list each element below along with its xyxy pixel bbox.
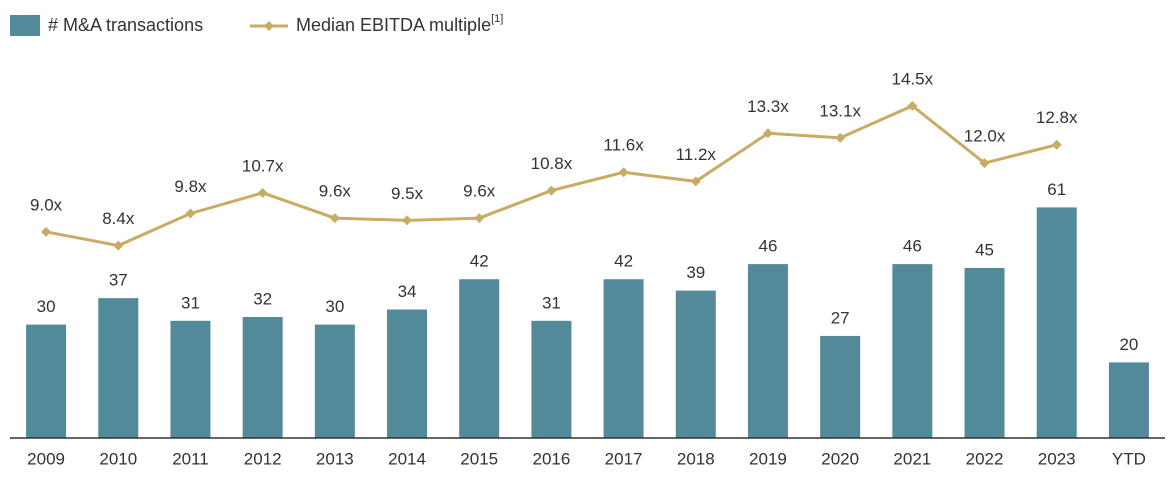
line-value-label: 9.6x bbox=[319, 182, 352, 201]
line-value-label: 11.6x bbox=[603, 136, 644, 155]
x-tick-label: 2010 bbox=[99, 449, 137, 468]
bar-value-label: 42 bbox=[470, 252, 489, 271]
bar-value-label: 42 bbox=[614, 252, 633, 271]
line bbox=[45, 104, 1058, 248]
x-tick-label: 2015 bbox=[460, 449, 498, 468]
line-marker bbox=[113, 240, 124, 251]
bar-value-label: 37 bbox=[109, 271, 128, 290]
bar-value-label: 30 bbox=[325, 297, 344, 316]
bar bbox=[387, 309, 428, 438]
x-tick-label: 2018 bbox=[677, 449, 715, 468]
x-tick-label: 2017 bbox=[605, 449, 643, 468]
bar-value-label: 27 bbox=[831, 308, 850, 327]
bar bbox=[314, 324, 355, 438]
x-tick-label: 2014 bbox=[388, 449, 426, 468]
line-marker bbox=[402, 215, 413, 226]
bar bbox=[964, 267, 1005, 438]
bar-value-label: 45 bbox=[975, 240, 994, 259]
x-tick-label: 2016 bbox=[532, 449, 570, 468]
x-tick-label: 2012 bbox=[244, 449, 282, 468]
bar-value-label: 46 bbox=[903, 237, 922, 256]
bar bbox=[1036, 207, 1077, 438]
bar-value-label: 31 bbox=[181, 293, 200, 312]
x-tick-label: 2011 bbox=[172, 449, 209, 468]
bar-value-label: 30 bbox=[37, 297, 56, 316]
bar bbox=[98, 298, 139, 438]
bar bbox=[242, 317, 283, 438]
x-tick-label: 2023 bbox=[1038, 449, 1076, 468]
line-marker bbox=[329, 213, 340, 224]
line-value-label: 8.4x bbox=[102, 209, 135, 228]
line-value-label: 9.5x bbox=[391, 184, 424, 203]
legend-text: # M&A transactions bbox=[48, 15, 203, 35]
bar-value-label: 39 bbox=[686, 263, 705, 282]
line-marker bbox=[762, 128, 773, 139]
line-marker bbox=[907, 100, 918, 111]
bar-value-label: 32 bbox=[253, 290, 272, 309]
bar-value-label: 20 bbox=[1119, 335, 1138, 354]
bar-value-label: 34 bbox=[398, 282, 417, 301]
line-marker bbox=[1051, 139, 1062, 150]
line-value-label: 9.8x bbox=[174, 177, 207, 196]
bar bbox=[603, 279, 644, 438]
line-marker bbox=[474, 213, 485, 224]
line-marker bbox=[618, 167, 629, 178]
legend-label: Median EBITDA multiple[1] bbox=[296, 13, 503, 35]
x-tick-label: 2020 bbox=[821, 449, 859, 468]
line-value-label: 14.5x bbox=[892, 69, 934, 88]
bar bbox=[892, 264, 933, 438]
line-value-label: 12.8x bbox=[1036, 108, 1078, 127]
line-marker bbox=[690, 176, 701, 187]
bar bbox=[170, 320, 211, 438]
x-tick-label: 2021 bbox=[893, 449, 931, 468]
legend-footnote: [1] bbox=[491, 13, 503, 25]
bar bbox=[1108, 362, 1149, 438]
bar-value-label: 31 bbox=[542, 293, 561, 312]
bar bbox=[26, 324, 67, 438]
line-marker bbox=[835, 132, 846, 143]
line-value-label: 12.0x bbox=[964, 127, 1006, 146]
legend-text: Median EBITDA multiple bbox=[296, 15, 491, 35]
legend-swatch-marker bbox=[264, 21, 274, 31]
x-tick-label: 2009 bbox=[27, 449, 65, 468]
bar bbox=[747, 264, 788, 438]
line-value-label: 9.6x bbox=[463, 182, 496, 201]
line-value-label: 13.1x bbox=[819, 101, 861, 120]
x-tick-label: 2022 bbox=[966, 449, 1004, 468]
bar bbox=[531, 320, 572, 438]
legend-swatch-bar bbox=[10, 15, 40, 36]
line-value-label: 10.8x bbox=[531, 154, 573, 173]
line-value-label: 10.7x bbox=[242, 156, 284, 175]
bar bbox=[675, 290, 716, 438]
line-value-label: 11.2x bbox=[676, 145, 717, 164]
legend-label: # M&A transactions bbox=[48, 15, 203, 35]
line-marker bbox=[41, 226, 52, 237]
bar-value-label: 46 bbox=[759, 237, 778, 256]
bar bbox=[459, 279, 500, 438]
x-tick-label: YTD bbox=[1112, 449, 1146, 468]
line-value-label: 9.0x bbox=[30, 195, 63, 214]
line-marker bbox=[546, 185, 557, 196]
line-marker bbox=[979, 158, 990, 169]
line-value-label: 13.3x bbox=[747, 97, 789, 116]
x-tick-label: 2013 bbox=[316, 449, 354, 468]
line-marker bbox=[185, 208, 196, 219]
bar bbox=[820, 335, 861, 438]
x-tick-label: 2019 bbox=[749, 449, 787, 468]
line-marker bbox=[257, 187, 268, 198]
bar-value-label: 61 bbox=[1047, 180, 1066, 199]
